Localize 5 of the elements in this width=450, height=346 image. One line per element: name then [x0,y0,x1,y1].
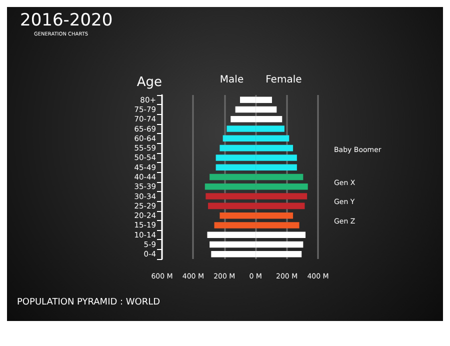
series-label: Female [266,74,302,86]
series-label: Male [220,74,244,86]
chart-title: 2016-2020 [20,10,113,30]
y-axis-title: Age [136,75,162,90]
text: POPULATION PYRAMID : WORLD [17,298,160,308]
